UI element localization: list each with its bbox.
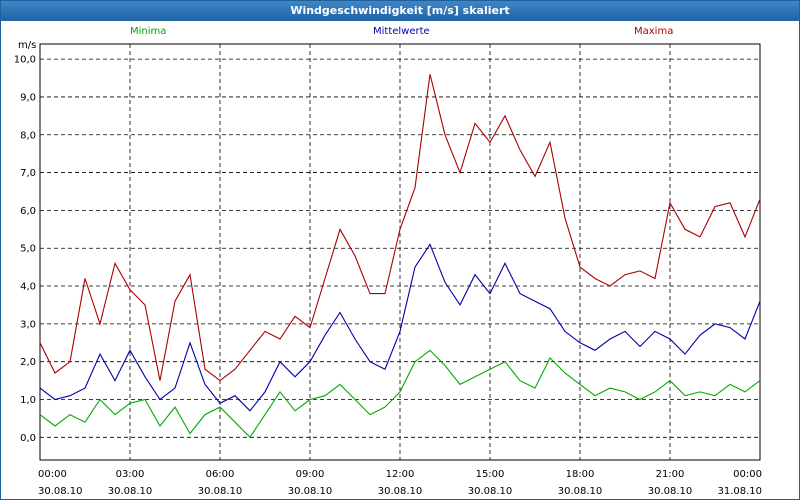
y-tick-label: 9,0 [20, 92, 36, 103]
y-tick-label: 7,0 [20, 168, 36, 179]
x-tick-time: 15:00 [476, 469, 505, 480]
x-tick-date: 30.08.10 [378, 486, 423, 497]
y-tick-label: 1,0 [20, 395, 36, 406]
x-tick-date: 30.08.10 [288, 486, 333, 497]
x-tick-time: 18:00 [566, 469, 595, 480]
y-tick-label: 3,0 [20, 319, 36, 330]
y-tick-label: 5,0 [20, 244, 36, 255]
x-tick-time: 00:00 [733, 469, 762, 480]
y-tick-label: 8,0 [20, 130, 36, 141]
y-tick-label: 0,0 [20, 433, 36, 444]
x-tick-time: 09:00 [296, 469, 325, 480]
x-tick-time: 06:00 [206, 469, 235, 480]
x-tick-date: 31.08.10 [717, 486, 762, 497]
series-line-mittelwerte [39, 243, 761, 412]
x-tick-date: 30.08.10 [468, 486, 513, 497]
series-line-minima [39, 349, 761, 439]
x-tick-date: 30.08.10 [558, 486, 603, 497]
x-tick-date: 30.08.10 [108, 486, 153, 497]
y-axis-unit: m/s [18, 40, 37, 51]
y-tick-label: 2,0 [20, 357, 36, 368]
x-tick-date: 30.08.10 [38, 486, 83, 497]
legend-maxima: Maxima [634, 26, 674, 37]
y-tick-label: 10,0 [14, 55, 36, 66]
x-tick-time: 21:00 [656, 469, 685, 480]
y-tick-label: 6,0 [20, 206, 36, 217]
window-title: Windgeschwindigkeit [m/s] skaliert [1, 1, 799, 21]
y-tick-label: 4,0 [20, 282, 36, 293]
legend-minima: Minima [130, 26, 167, 37]
x-tick-time: 00:00 [38, 469, 67, 480]
x-tick-date: 30.08.10 [198, 486, 243, 497]
x-tick-time: 03:00 [116, 469, 145, 480]
series-line-maxima [39, 74, 761, 382]
legend-mittelwerte: Mittelwerte [373, 26, 430, 37]
x-tick-time: 12:00 [386, 469, 415, 480]
x-tick-date: 30.08.10 [648, 486, 693, 497]
